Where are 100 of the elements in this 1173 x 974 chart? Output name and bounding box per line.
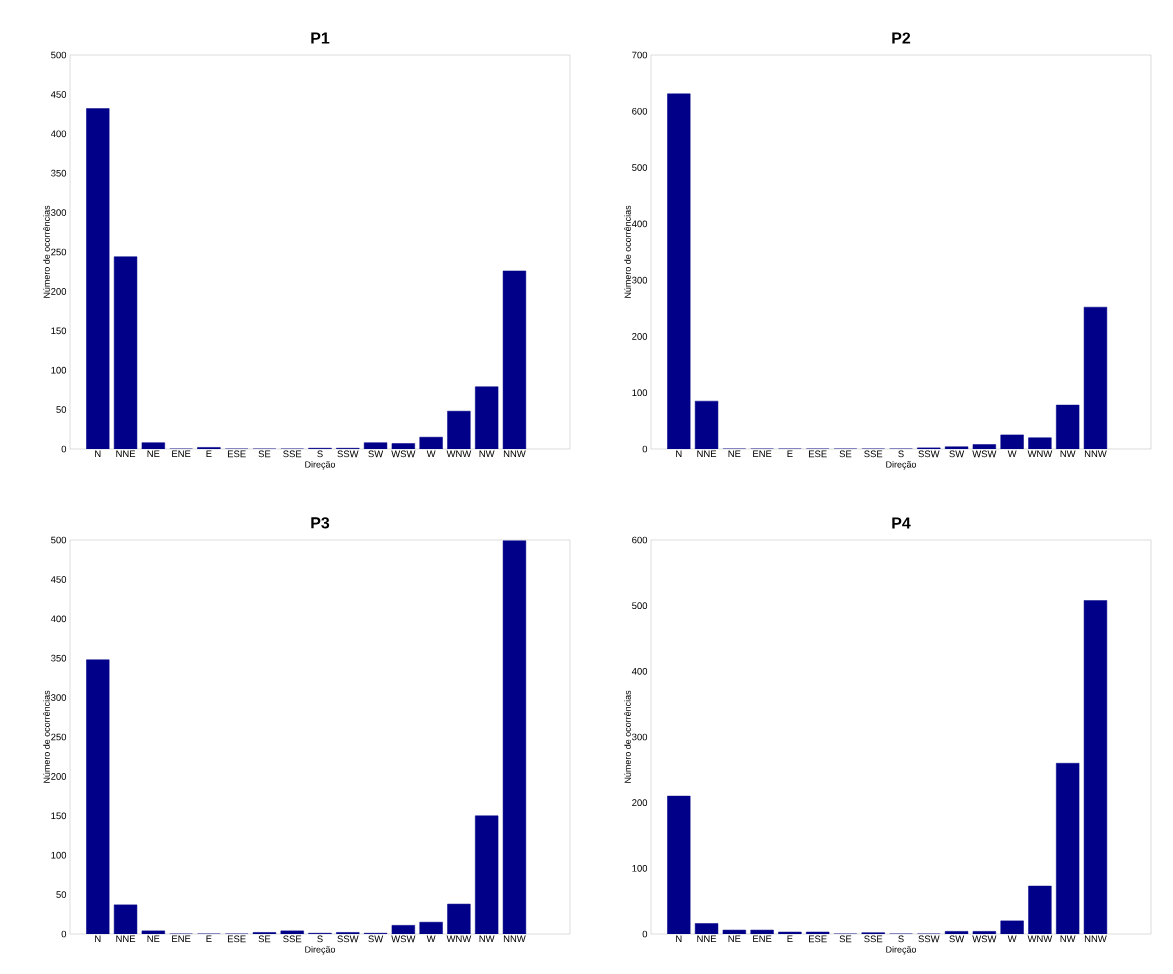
- x-tick-label: N: [95, 450, 101, 458]
- x-tick-label: NNW: [503, 935, 526, 943]
- x-axis-title: Direção: [886, 461, 917, 470]
- x-tick-label: NNE: [116, 935, 136, 943]
- y-axis-title: Número de ocorrências: [43, 205, 50, 298]
- x-tick-label: NW: [479, 935, 495, 943]
- x-tick-label: WSW: [391, 935, 416, 943]
- x-tick-label: NE: [147, 935, 160, 943]
- y-tick-label: 0: [642, 930, 648, 938]
- x-tick-label: S: [898, 935, 904, 943]
- chart-title: P1: [311, 32, 330, 44]
- y-tick-label: 500: [632, 164, 648, 171]
- chart-title: P3: [311, 517, 330, 529]
- y-tick-label: 700: [632, 51, 648, 59]
- y-tick-label: 400: [631, 220, 648, 228]
- x-tick-label: ENE: [753, 450, 772, 458]
- x-tick-label: WNW: [446, 450, 472, 458]
- x-tick-label: SW: [368, 450, 384, 458]
- x-tick-label: WNW: [1027, 935, 1053, 943]
- x-tick-label: SSE: [864, 935, 883, 943]
- x-tick-label: ESE: [808, 450, 827, 458]
- x-tick-label: NE: [147, 450, 160, 458]
- y-axis-title: Número de ocorrências: [624, 690, 631, 783]
- y-tick-label: 600: [632, 536, 648, 544]
- y-tick-label: 450: [50, 91, 67, 98]
- x-tick-label: W: [426, 935, 436, 943]
- y-tick-label: 400: [50, 130, 67, 138]
- x-tick-label: ESE: [227, 935, 246, 943]
- x-tick-label: SSW: [337, 450, 359, 458]
- x-tick-label: WNW: [1027, 450, 1053, 458]
- x-tick-label: WNW: [446, 935, 472, 943]
- x-tick-label: SSW: [918, 935, 940, 943]
- x-tick-label: WSW: [972, 450, 997, 458]
- x-tick-label: SW: [949, 935, 965, 943]
- x-tick-label: E: [206, 450, 212, 458]
- y-tick-label: 300: [632, 733, 648, 741]
- x-tick-label: E: [206, 935, 212, 943]
- x-tick-label: S: [317, 450, 323, 458]
- y-tick-label: 0: [642, 445, 648, 453]
- y-tick-label: 250: [51, 733, 67, 741]
- y-tick-label: 0: [61, 930, 67, 938]
- x-tick-label: NNW: [1084, 450, 1107, 458]
- x-tick-label: SW: [368, 935, 384, 943]
- y-tick-label: 350: [51, 169, 67, 177]
- x-tick-label: E: [787, 935, 793, 943]
- y-tick-label: 400: [50, 615, 67, 623]
- y-tick-label: 100: [632, 864, 648, 872]
- x-tick-label: NNW: [503, 450, 526, 458]
- y-tick-label: 200: [51, 288, 67, 295]
- x-tick-label: NW: [1060, 935, 1076, 943]
- y-tick-label: 300: [632, 276, 648, 284]
- y-tick-label: 450: [50, 576, 67, 583]
- x-tick-label: NNE: [116, 450, 136, 458]
- x-axis-title: Direção: [305, 461, 336, 470]
- x-tick-label: W: [426, 450, 436, 458]
- x-tick-label: ENE: [172, 935, 191, 943]
- x-tick-label: SE: [258, 935, 271, 943]
- x-tick-label: NNE: [697, 935, 717, 943]
- x-tick-label: SE: [258, 450, 271, 458]
- y-tick-label: 200: [632, 333, 648, 340]
- x-tick-label: NNW: [1084, 935, 1107, 943]
- x-tick-label: S: [898, 450, 904, 458]
- y-tick-label: 300: [51, 694, 67, 701]
- y-tick-label: 0: [61, 445, 67, 453]
- x-tick-label: N: [95, 935, 101, 943]
- y-axis-title: Número de ocorrências: [43, 690, 50, 783]
- y-tick-label: 200: [51, 773, 67, 780]
- x-tick-label: E: [787, 450, 793, 458]
- y-tick-label: 500: [51, 536, 67, 544]
- x-tick-label: SSE: [283, 935, 302, 943]
- x-tick-label: NNE: [697, 450, 717, 458]
- x-tick-label: SSW: [337, 935, 359, 943]
- y-tick-label: 300: [51, 209, 67, 216]
- y-tick-label: 600: [632, 107, 648, 115]
- chart-title: P4: [892, 517, 911, 529]
- x-tick-label: WSW: [972, 935, 997, 943]
- x-tick-label: N: [676, 450, 682, 458]
- x-tick-label: SW: [949, 450, 965, 458]
- y-tick-label: 100: [51, 851, 67, 859]
- y-tick-label: 500: [51, 51, 67, 59]
- x-tick-label: NW: [1060, 450, 1076, 458]
- y-tick-label: 50: [56, 891, 67, 898]
- x-tick-label: ENE: [172, 450, 191, 458]
- y-tick-label: 200: [632, 799, 648, 807]
- y-tick-label: 400: [631, 667, 648, 675]
- x-tick-label: ESE: [808, 935, 827, 943]
- y-tick-label: 100: [632, 389, 648, 397]
- x-tick-label: NE: [728, 935, 741, 943]
- y-tick-label: 50: [56, 406, 67, 413]
- y-axis-title: Número de ocorrências: [624, 205, 631, 298]
- x-tick-label: S: [317, 935, 323, 943]
- x-tick-label: SSW: [918, 450, 940, 458]
- y-tick-label: 350: [51, 654, 67, 662]
- y-tick-label: 250: [51, 248, 67, 256]
- x-tick-label: W: [1007, 935, 1017, 943]
- x-tick-label: WSW: [391, 450, 416, 458]
- x-axis-title: Direção: [305, 946, 336, 955]
- y-tick-label: 150: [51, 327, 67, 335]
- x-tick-label: SSE: [864, 450, 883, 458]
- x-tick-label: NE: [728, 450, 741, 458]
